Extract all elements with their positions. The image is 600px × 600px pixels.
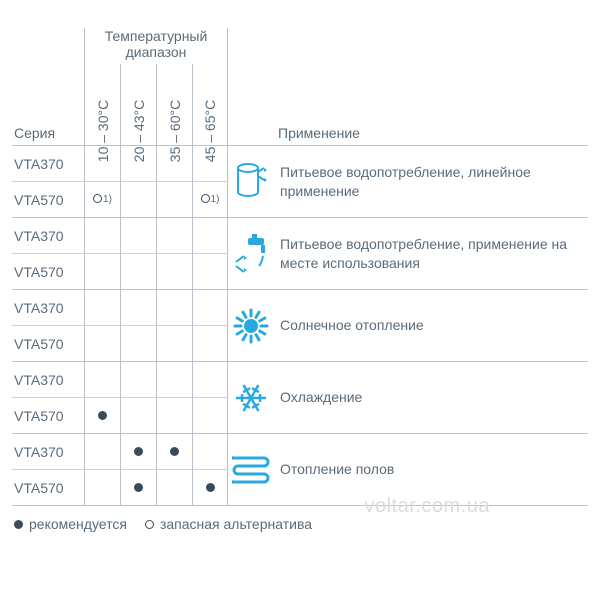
dot-icon [170, 447, 179, 456]
dot-icon [134, 483, 143, 492]
legend-recommended: рекомендуется [14, 516, 127, 532]
legend: рекомендуется запасная альтернатива [12, 516, 588, 532]
application-label: Питьевое водопотребление, линейное приме… [274, 146, 588, 218]
mark-cell [192, 398, 228, 434]
col-label: 10 – 30°C [95, 100, 111, 162]
series-label: VTA570 [12, 470, 84, 506]
mark-cell: 1) [192, 182, 228, 218]
series-header: Серия [12, 64, 84, 146]
application-label: Охлаждение [274, 362, 588, 434]
col-header: 10 – 30°C [84, 64, 120, 146]
mark-cell [156, 470, 192, 506]
dot-icon [14, 520, 23, 529]
mark-cell [192, 470, 228, 506]
spacer [274, 28, 588, 64]
application-label: Питьевое водопотребление, применение на … [274, 218, 588, 290]
mark-cell [156, 290, 192, 326]
mark-cell [156, 434, 192, 470]
mark-cell [84, 434, 120, 470]
mark-cell [120, 290, 156, 326]
mark-cell [84, 218, 120, 254]
application-label: Солнечное отопление [274, 290, 588, 362]
mark-cell [120, 362, 156, 398]
mark-cell [156, 326, 192, 362]
floor-icon [228, 434, 274, 506]
series-label: VTA570 [12, 182, 84, 218]
mark-cell: 1) [84, 182, 120, 218]
snow-icon [228, 362, 274, 434]
dot-icon [98, 411, 107, 420]
mark-cell [84, 398, 120, 434]
mark-cell [192, 326, 228, 362]
legend-label: рекомендуется [29, 516, 127, 532]
series-label: VTA570 [12, 254, 84, 290]
mark-cell [192, 434, 228, 470]
series-label: VTA570 [12, 326, 84, 362]
temp-range-header: Температурный диапазон [84, 28, 228, 64]
spacer [12, 28, 84, 64]
mark-cell [192, 254, 228, 290]
series-label: VTA370 [12, 362, 84, 398]
footnote-ref: 1) [211, 194, 220, 205]
mark-cell [156, 182, 192, 218]
legend-label: запасная альтернатива [160, 516, 312, 532]
footnote-ref: 1) [103, 194, 112, 205]
application-label: Отопление полов [274, 434, 588, 506]
mark-cell [120, 182, 156, 218]
tank-icon [228, 146, 274, 218]
col-label: 35 – 60°C [167, 100, 183, 162]
series-label: VTA370 [12, 146, 84, 182]
spec-table: Температурный диапазон Серия 10 – 30°C 2… [12, 28, 588, 506]
series-label: VTA570 [12, 398, 84, 434]
mark-cell [156, 218, 192, 254]
series-label: VTA370 [12, 218, 84, 254]
dot-icon [134, 447, 143, 456]
mark-cell [192, 290, 228, 326]
mark-cell [156, 398, 192, 434]
spacer [228, 64, 274, 146]
mark-cell [84, 254, 120, 290]
mark-cell [156, 254, 192, 290]
spacer [228, 28, 274, 64]
mark-cell [156, 362, 192, 398]
mark-cell [120, 326, 156, 362]
legend-alternative: запасная альтернатива [145, 516, 312, 532]
col-header: 20 – 43°C [120, 64, 156, 146]
application-header: Применение [274, 64, 588, 146]
col-label: 20 – 43°C [131, 100, 147, 162]
col-header: 35 – 60°C [156, 64, 192, 146]
dot-icon [206, 483, 215, 492]
series-label: VTA370 [12, 290, 84, 326]
mark-cell [192, 362, 228, 398]
sun-icon [228, 290, 274, 362]
mark-cell [192, 218, 228, 254]
mark-cell [84, 362, 120, 398]
mark-cell [120, 398, 156, 434]
circle-icon [201, 194, 210, 203]
mark-cell [84, 470, 120, 506]
mark-cell [120, 470, 156, 506]
mark-cell [120, 434, 156, 470]
col-header: 45 – 65°C [192, 64, 228, 146]
circle-icon [93, 194, 102, 203]
series-label: VTA370 [12, 434, 84, 470]
tap-icon [228, 218, 274, 290]
mark-cell [84, 326, 120, 362]
circle-icon [145, 520, 154, 529]
col-label: 45 – 65°C [202, 100, 218, 162]
mark-cell [120, 218, 156, 254]
mark-cell [84, 290, 120, 326]
mark-cell [120, 254, 156, 290]
